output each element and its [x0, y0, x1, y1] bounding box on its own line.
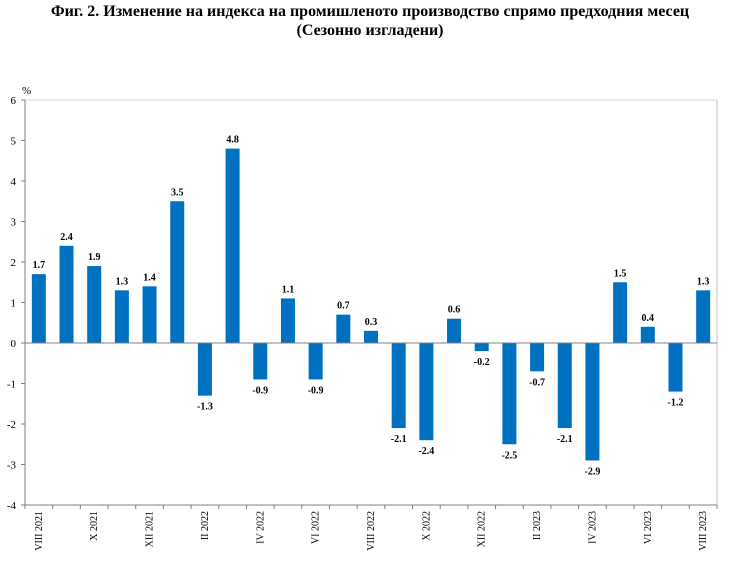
y-tick-label: 6: [11, 95, 17, 107]
data-label: 1.3: [697, 276, 710, 287]
data-label: 0.7: [337, 301, 350, 312]
x-tick-label: IV 2022: [255, 511, 266, 544]
data-label: -0.2: [474, 357, 490, 368]
y-tick-label: -2: [7, 419, 16, 431]
x-axis: VIII 2021 X 2021 XII 2021 II 2022 IV 2022 VI …: [24, 342, 718, 551]
x-tick-label: II 2023: [532, 511, 543, 540]
bar: [696, 290, 711, 343]
bar: [225, 148, 240, 343]
y-tick-label: -4: [7, 500, 17, 512]
data-label: 1.3: [116, 276, 129, 287]
bar: [87, 266, 102, 343]
x-tick-label: X 2022: [421, 511, 432, 541]
bar: [31, 274, 46, 343]
data-label: -2.1: [391, 434, 407, 445]
data-label: 0.3: [365, 317, 378, 328]
bar: [640, 326, 655, 343]
bar: [447, 318, 462, 343]
data-label: -0.7: [529, 377, 545, 388]
data-label: -2.9: [585, 466, 601, 477]
chart-subtitle: (Сезонно изгладени): [296, 22, 444, 39]
x-tick-label: XII 2022: [477, 511, 488, 547]
bar: [530, 343, 545, 372]
x-tick-label: VI 2023: [643, 511, 654, 544]
x-tick-label: XII 2021: [145, 511, 156, 547]
x-tick-label: VI 2022: [311, 511, 322, 544]
y-axis: -4 -3 -2 -1 0 1 2 3 4 5 6%: [7, 85, 31, 512]
y-axis-unit-label: %: [22, 85, 31, 97]
bar: [613, 282, 628, 343]
chart-title-block: Фиг. 2. Изменение на индекса на промишле…: [0, 2, 740, 40]
bar: [142, 286, 157, 343]
data-label: 1.5: [614, 268, 627, 279]
x-tick-label: VIII 2022: [366, 511, 377, 551]
data-labels: 1.7 2.4 1.9 1.3 1.4 3.5 -1.3 4.8 -0.9 1.1 -0.9 0.7 0…: [33, 135, 710, 478]
data-label: 1.9: [88, 252, 101, 263]
bar: [474, 343, 489, 352]
bar: [419, 343, 434, 441]
bar: [197, 343, 212, 396]
data-label: 1.1: [282, 284, 295, 295]
x-tick-label: VIII 2023: [698, 511, 709, 551]
chart-title: Фиг. 2. Изменение на индекса на промишле…: [50, 3, 690, 20]
data-label: -0.9: [308, 385, 324, 396]
bar: [557, 343, 572, 429]
x-tick-label: VIII 2021: [34, 511, 45, 551]
y-tick-label: -3: [7, 460, 17, 472]
bar: [308, 343, 323, 380]
bar: [170, 201, 185, 343]
y-tick-label: 3: [11, 217, 17, 229]
bar: [253, 343, 268, 380]
data-label: -2.1: [557, 434, 573, 445]
data-label: 1.4: [143, 272, 156, 283]
data-label: 3.5: [171, 187, 184, 198]
y-tick-label: 4: [11, 176, 17, 188]
bar-series: [31, 148, 711, 461]
bar: [585, 343, 600, 461]
data-label: 0.6: [448, 305, 461, 316]
x-tick-label: IV 2023: [587, 511, 598, 544]
data-label: -2.4: [418, 446, 434, 457]
y-tick-label: 0: [11, 338, 17, 350]
data-label: -0.9: [252, 385, 268, 396]
data-label: 4.8: [226, 135, 239, 146]
bar: [59, 245, 74, 343]
bar: [114, 290, 129, 343]
data-label: -2.5: [501, 450, 517, 461]
data-label: 2.4: [60, 232, 73, 243]
y-tick-label: 1: [11, 298, 17, 310]
data-label: 0.4: [642, 313, 655, 324]
x-tick-label: II 2022: [200, 511, 211, 540]
data-label: 1.7: [33, 260, 46, 271]
x-tick-label: X 2021: [89, 511, 100, 541]
bar: [502, 343, 517, 445]
bar: [391, 343, 406, 429]
y-tick-label: 5: [11, 136, 17, 148]
bar: [280, 298, 295, 343]
data-label: -1.3: [197, 402, 213, 413]
bar: [336, 314, 351, 343]
bar: [364, 330, 378, 343]
data-label: -1.2: [668, 398, 684, 409]
bar: [668, 343, 683, 392]
y-tick-label: -1: [7, 379, 16, 391]
y-tick-label: 2: [11, 257, 17, 269]
